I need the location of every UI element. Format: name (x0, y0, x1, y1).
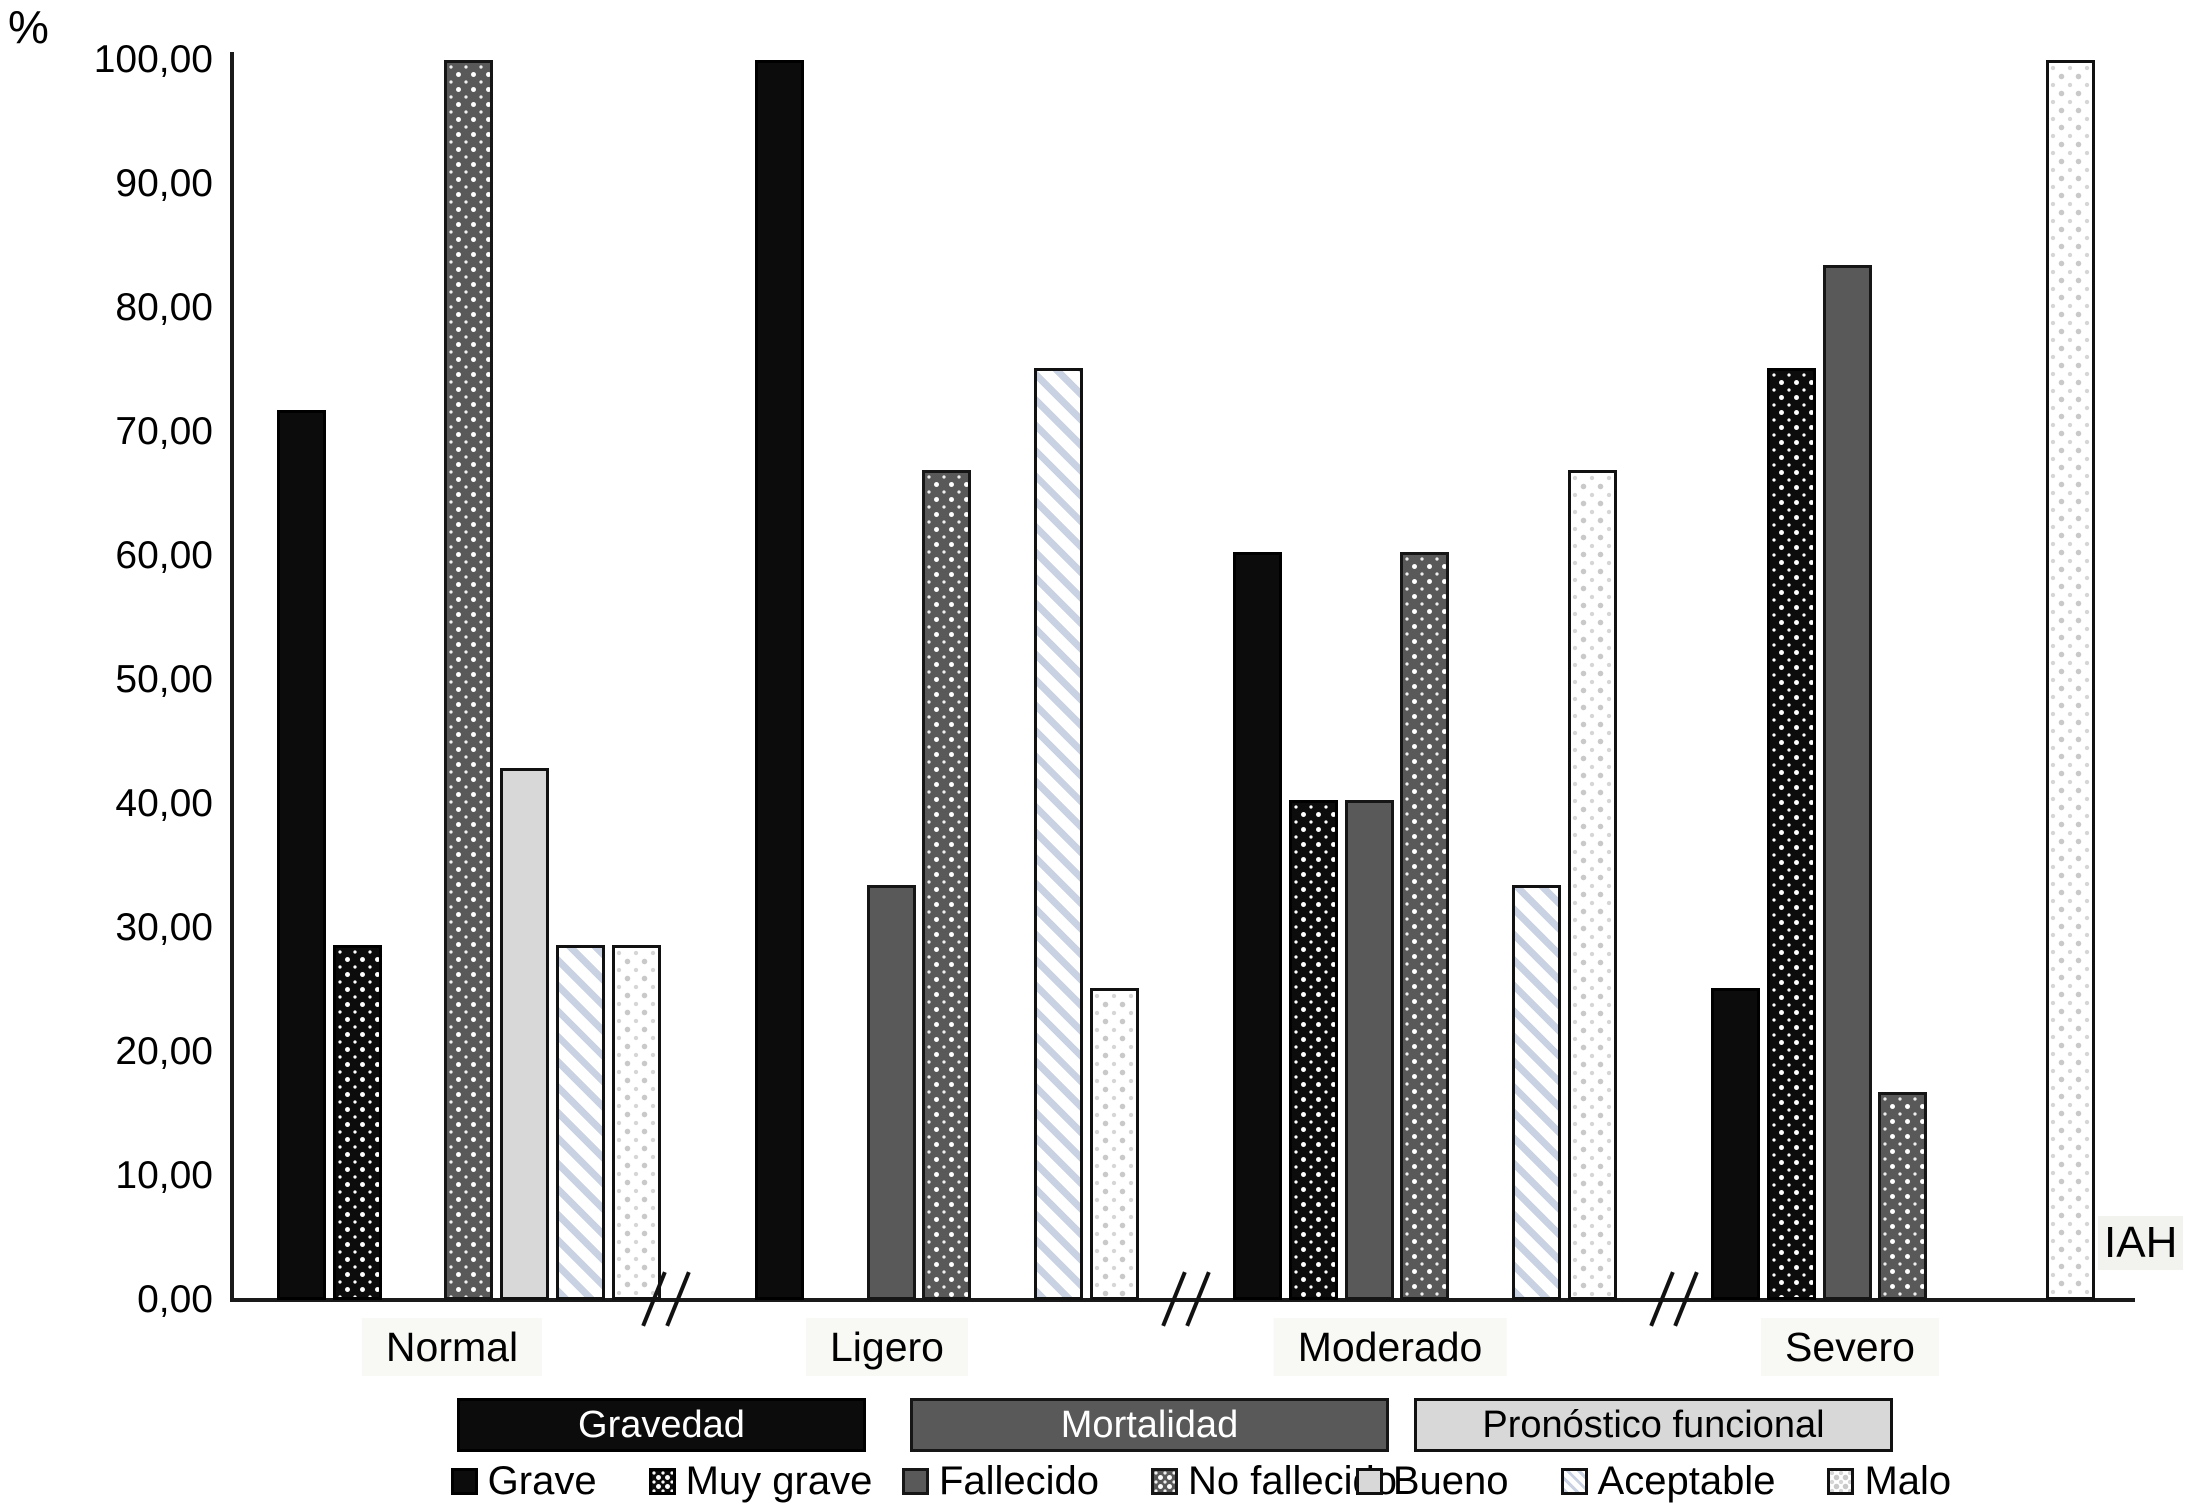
y-tick-label: 80,00 (115, 286, 213, 329)
bar-malo (612, 945, 661, 1300)
legend-swatch-solid-lightgray (1355, 1467, 1383, 1495)
legend-swatch-solid-black (450, 1467, 478, 1495)
legend-item-malo: Malo (1827, 1459, 1951, 1503)
y-tick-label: 20,00 (115, 1030, 213, 1073)
y-tick-label: 90,00 (115, 162, 213, 205)
bar-no-fallecido (1878, 1092, 1927, 1300)
legend-item-label: Malo (1864, 1459, 1952, 1503)
bar-malo (2046, 60, 2095, 1300)
bar-grave (1711, 988, 1760, 1300)
bar-bueno (500, 768, 549, 1300)
y-tick-label: 0,00 (137, 1278, 213, 1321)
legend-item-label: Fallecido (938, 1459, 1100, 1503)
bar-no-fallecido (444, 60, 493, 1300)
legend-swatch-dots-on-darkgray (1151, 1467, 1179, 1495)
bar-fallecido (1345, 800, 1394, 1300)
bar-malo (1090, 988, 1139, 1300)
legend-item-label: Muy grave (685, 1459, 873, 1503)
y-axis-unit-label: % (8, 1, 49, 53)
bar-no-fallecido (922, 470, 971, 1300)
bar-grave (277, 410, 326, 1300)
y-tick-label: 10,00 (115, 1154, 213, 1197)
legend-group-box-2: Mortalidad (910, 1398, 1389, 1452)
bar-muy-grave (1289, 800, 1338, 1300)
category-label-ligero: Ligero (806, 1318, 968, 1376)
bar-no-fallecido (1400, 552, 1449, 1300)
bar-malo (1568, 470, 1617, 1300)
bar-muy-grave (333, 945, 382, 1300)
y-tick-label: 50,00 (115, 658, 213, 701)
legend-item-label: Bueno (1392, 1459, 1509, 1503)
y-tick-label: 30,00 (115, 906, 213, 949)
x-axis-title: IAH (2098, 1216, 2184, 1270)
category-label-severo: Severo (1761, 1318, 1939, 1376)
bar-aceptable (1034, 368, 1083, 1300)
bar-fallecido (867, 885, 916, 1300)
legend-item-aceptable: Aceptable (1560, 1459, 1776, 1503)
bar-fallecido (1823, 265, 1872, 1300)
y-tick-label: 60,00 (115, 534, 213, 577)
legend-item-muy-grave: Muy grave (648, 1459, 873, 1503)
category-label-moderado: Moderado (1273, 1318, 1507, 1376)
bar-aceptable (556, 945, 605, 1300)
bar-grave (1233, 552, 1282, 1300)
y-tick-label: 100,00 (93, 38, 213, 81)
y-tick-label: 40,00 (115, 782, 213, 825)
y-axis-line (230, 52, 234, 1302)
legend-swatch-diagonal-hatch (1560, 1467, 1588, 1495)
legend-swatch-light-dots (1827, 1467, 1855, 1495)
legend-subgroup-3: Bueno Aceptable Malo (1355, 1458, 1951, 1504)
legend-group-box-3: Pronóstico funcional (1414, 1398, 1893, 1452)
legend-swatch-dots-on-black (648, 1467, 676, 1495)
bar-aceptable (1512, 885, 1561, 1300)
x-axis-line (230, 1298, 2135, 1302)
legend-subgroup-1: Grave Muy grave (427, 1458, 896, 1504)
y-tick-label: 70,00 (115, 410, 213, 453)
legend-item-label: Grave (487, 1459, 597, 1503)
legend-item-label: Aceptable (1597, 1459, 1776, 1503)
legend-subgroup-2: Fallecido No fallecido (880, 1458, 1419, 1504)
category-label-normal: Normal (361, 1318, 543, 1376)
legend-group-box-1: Gravedad (457, 1398, 866, 1452)
bar-grave (755, 60, 804, 1300)
legend-item-grave: Grave (450, 1459, 597, 1503)
legend-swatch-solid-darkgray (901, 1467, 929, 1495)
legend-item-bueno: Bueno (1355, 1459, 1509, 1503)
legend-item-fallecido: Fallecido (901, 1459, 1100, 1503)
bar-muy-grave (1767, 368, 1816, 1300)
